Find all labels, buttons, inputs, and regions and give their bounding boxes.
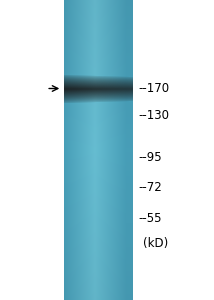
- Text: --95: --95: [138, 151, 162, 164]
- Text: --72: --72: [138, 181, 162, 194]
- Text: (kD): (kD): [143, 236, 168, 250]
- Text: --170: --170: [138, 82, 169, 95]
- Text: --130: --130: [138, 109, 169, 122]
- Text: --55: --55: [138, 212, 162, 226]
